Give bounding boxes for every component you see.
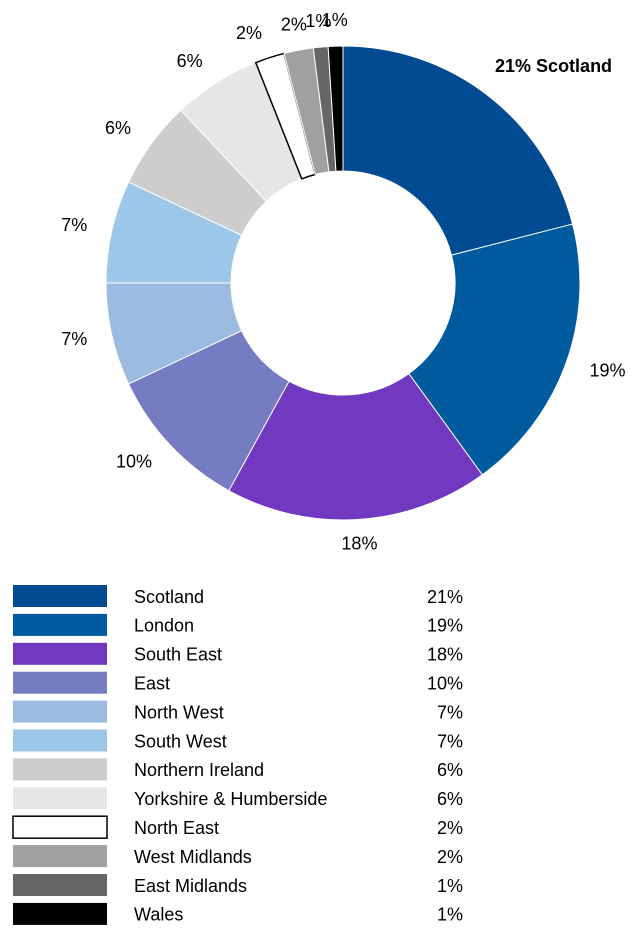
slice-label: 19% (590, 360, 626, 380)
legend-swatch (13, 613, 107, 636)
legend-value: 18% (427, 645, 463, 665)
legend-label: Northern Ireland (134, 760, 264, 780)
legend-value: 7% (437, 731, 463, 751)
legend-value: 19% (427, 616, 463, 636)
slice-value: 2% (236, 23, 262, 43)
slice-label: 7% (61, 215, 87, 235)
legend-swatch (13, 758, 107, 781)
slice-label: 2% (281, 14, 307, 34)
slice-value: 21% (495, 56, 531, 76)
slice-value: 1% (305, 11, 331, 31)
legend-value: 1% (437, 876, 463, 896)
slice-label: 7% (61, 329, 87, 349)
slice-value: 6% (105, 118, 131, 138)
slice-value: 1% (322, 10, 348, 30)
legend-label: East (134, 673, 170, 693)
legend-swatch (12, 815, 108, 839)
slice-label: 1% (322, 10, 348, 30)
slice-label: 2% (236, 23, 262, 43)
legend-label: Wales (134, 905, 183, 925)
legend-label: Scotland (134, 587, 204, 607)
legend-label: North West (134, 702, 224, 722)
legend-value: 6% (437, 789, 463, 809)
legend-swatch (13, 787, 107, 810)
slice-label: 18% (341, 533, 377, 553)
slice-label: 6% (105, 118, 131, 138)
donut-slice (327, 45, 344, 172)
slice-label: 1% (305, 11, 331, 31)
legend-value: 6% (437, 760, 463, 780)
legend-value: 21% (427, 587, 463, 607)
legend-swatch (13, 585, 107, 607)
slice-category: Scotland (536, 56, 612, 76)
legend-value: 1% (437, 905, 463, 925)
slice-label: 10% (116, 451, 152, 471)
legend-value: 2% (437, 847, 463, 867)
legend-value: 7% (437, 702, 463, 722)
donut-slice (228, 372, 484, 521)
legend-value: 2% (437, 818, 463, 838)
slice-value: 6% (177, 51, 203, 71)
legend-label: Yorkshire & Humberside (134, 789, 327, 809)
legend-swatch (13, 642, 107, 665)
legend-swatch (13, 874, 107, 896)
donut-slice (408, 223, 581, 476)
slice-value: 10% (116, 451, 152, 471)
donut-slice (342, 45, 574, 256)
legend-swatch (13, 845, 107, 868)
legend-swatch (13, 902, 107, 925)
legend-label: West Midlands (134, 847, 252, 867)
legend-label: North East (134, 818, 219, 838)
slice-value: 18% (341, 533, 377, 553)
legend-label: South West (134, 731, 227, 751)
legend-value: 10% (427, 673, 463, 693)
slice-label: 21% Scotland (495, 56, 612, 76)
slice-value: 2% (281, 14, 307, 34)
slice-value: 19% (590, 360, 626, 380)
slice-value: 7% (61, 329, 87, 349)
slice-value: 7% (61, 215, 87, 235)
legend-swatch (13, 700, 107, 723)
legend-label: London (134, 616, 194, 636)
legend-swatch (13, 671, 107, 694)
legend-label: East Midlands (134, 876, 247, 896)
legend-label: South East (134, 645, 222, 665)
slice-label: 6% (177, 51, 203, 71)
legend-swatch (13, 729, 107, 752)
